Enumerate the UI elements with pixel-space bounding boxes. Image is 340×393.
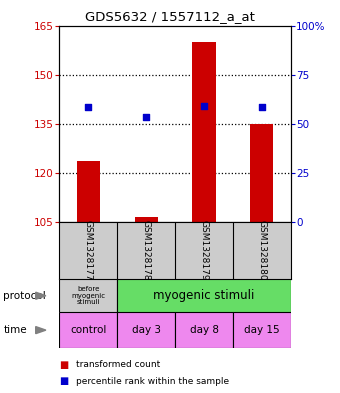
Text: before
myogenic
stimuli: before myogenic stimuli [71,286,105,305]
Bar [117,312,175,348]
Text: day 3: day 3 [132,325,161,335]
Point [86,104,91,110]
Text: transformed count: transformed count [76,360,161,369]
Bar [192,42,216,222]
Text: percentile rank within the sample: percentile rank within the sample [76,377,230,386]
Point [259,104,265,110]
Text: ■: ■ [59,376,69,386]
Bar [59,279,117,312]
Bar [77,162,100,222]
Text: GDS5632 / 1557112_a_at: GDS5632 / 1557112_a_at [85,10,255,23]
Bar [59,312,117,348]
Bar [117,279,291,312]
Text: GSM1328179: GSM1328179 [200,220,208,281]
Bar [135,217,158,222]
Text: day 8: day 8 [189,325,219,335]
Bar [175,312,233,348]
Text: GSM1328178: GSM1328178 [142,220,151,281]
Text: ■: ■ [59,360,69,370]
Bar [250,124,273,222]
Point [143,114,149,120]
Text: GSM1328177: GSM1328177 [84,220,93,281]
Bar [233,312,291,348]
Text: GSM1328180: GSM1328180 [257,220,266,281]
Text: day 15: day 15 [244,325,279,335]
Text: control: control [70,325,106,335]
Text: protocol: protocol [3,291,46,301]
Point [201,103,207,109]
Text: time: time [3,325,27,335]
Text: myogenic stimuli: myogenic stimuli [153,289,255,302]
